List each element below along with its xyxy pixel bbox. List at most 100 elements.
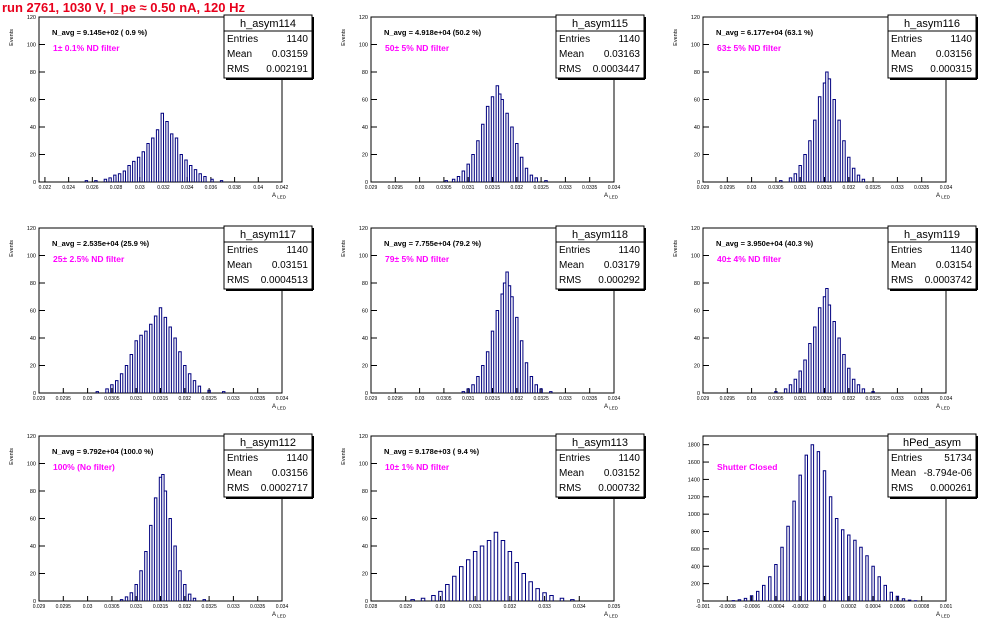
stats-label: RMS — [891, 483, 914, 494]
stats-value: 0.03179 — [604, 260, 641, 271]
x-tick-label: 0.033 — [227, 604, 240, 610]
y-tick-label: 100 — [27, 43, 36, 49]
x-tick-label: 0.031 — [462, 185, 475, 191]
y-tick-label: 60 — [694, 98, 700, 104]
histogram-series — [410, 531, 575, 601]
panel-h_asym119: 0 20 40 60 80 100 120 0.029 0.0295 0.03 0.0305 0.03… — [673, 225, 978, 411]
filter-label: 10± 1% ND filter — [385, 462, 450, 472]
y-tick-label: 80 — [30, 70, 36, 76]
x-tick-label: 0.0305 — [768, 396, 784, 402]
histogram-series — [119, 474, 206, 601]
x-tick-label: 0.0315 — [817, 185, 833, 191]
histogram-bin — [460, 567, 463, 601]
x-tick-label: 0.032 — [157, 185, 170, 191]
filter-label: 40± 4% ND filter — [717, 254, 782, 264]
x-tick-label: 0.0295 — [56, 604, 72, 610]
histogram-name: hPed_asym — [903, 437, 961, 449]
stats-value: 1140 — [950, 34, 972, 45]
y-tick-label: 100 — [27, 254, 36, 260]
x-tick-label: 0 — [823, 604, 826, 610]
stats-value: 0.0004513 — [261, 275, 309, 286]
stats-value: 1140 — [950, 245, 972, 256]
x-axis-label-subscript: LED — [276, 195, 287, 200]
y-tick-label: 120 — [27, 15, 36, 21]
y-axis-label: Events — [9, 29, 15, 46]
y-tick-label: 400 — [691, 564, 700, 570]
x-tick-label: 0.0295 — [720, 185, 736, 191]
panel-h_asym114: 0 20 40 60 80 100 120 0.022 0.024 0.026 0.028 0.03 0… — [9, 14, 314, 200]
x-axis-label: A LED — [272, 612, 287, 619]
filter-label: 63± 5% ND filter — [717, 43, 782, 53]
y-tick-label: 0 — [33, 391, 36, 397]
x-tick-label: 0.032 — [511, 396, 524, 402]
x-tick-label: 0.0335 — [582, 396, 598, 402]
x-axis-label: A LED — [604, 612, 619, 619]
stats-label: Entries — [559, 245, 590, 256]
stats-value: 0.03154 — [936, 260, 973, 271]
stats-label: Entries — [559, 34, 590, 45]
histogram-bin — [536, 589, 539, 601]
y-tick-label: 0 — [33, 599, 36, 605]
y-tick-label: 20 — [362, 364, 368, 370]
x-tick-label: 0.029 — [33, 604, 46, 610]
x-axis-label: A LED — [936, 612, 951, 619]
x-tick-label: 0.0004 — [865, 604, 881, 610]
y-tick-label: 60 — [362, 98, 368, 104]
stats-value: 0.03151 — [272, 260, 309, 271]
x-tick-label: 0.0325 — [533, 185, 549, 191]
x-tick-label: -0.0006 — [743, 604, 760, 610]
y-tick-label: 80 — [30, 281, 36, 287]
stats-value: 1140 — [618, 245, 640, 256]
histogram-bin — [487, 541, 490, 602]
y-tick-label: 0 — [365, 599, 368, 605]
stats-value: 0.0003742 — [925, 275, 973, 286]
x-tick-label: 0.035 — [608, 604, 621, 610]
y-tick-label: 40 — [694, 125, 700, 131]
y-tick-label: 80 — [694, 281, 700, 287]
x-tick-label: 0.032 — [179, 604, 192, 610]
y-axis-label: Events — [341, 29, 347, 46]
y-tick-label: 60 — [362, 517, 368, 523]
y-tick-label: 80 — [362, 281, 368, 287]
stats-value: 0.000261 — [930, 483, 972, 494]
histogram-name: h_asym113 — [572, 437, 628, 449]
x-tick-label: 0.032 — [504, 604, 517, 610]
x-tick-label: 0.0305 — [104, 396, 120, 402]
y-tick-label: 60 — [30, 98, 36, 104]
x-tick-label: 0.024 — [62, 185, 75, 191]
x-tick-label: 0.033 — [891, 396, 904, 402]
x-tick-label: 0.0305 — [104, 604, 120, 610]
x-tick-label: 0.0006 — [890, 604, 906, 610]
y-tick-label: 20 — [694, 364, 700, 370]
x-tick-label: 0.033 — [559, 185, 572, 191]
y-tick-label: 40 — [694, 336, 700, 342]
x-tick-label: 0.029 — [365, 396, 378, 402]
x-tick-label: 0.0295 — [720, 396, 736, 402]
x-tick-label: 0.0008 — [914, 604, 930, 610]
stats-label: RMS — [227, 275, 250, 286]
y-tick-label: 40 — [30, 125, 36, 131]
x-tick-label: 0.0295 — [388, 185, 404, 191]
histogram-series — [84, 112, 224, 182]
filter-label: 1± 0.1% ND filter — [53, 43, 120, 53]
y-tick-label: 40 — [362, 544, 368, 550]
x-axis-label-subscript: LED — [608, 406, 619, 411]
x-tick-label: 0.0002 — [841, 604, 857, 610]
y-tick-label: 0 — [697, 180, 700, 186]
stats-label: Mean — [559, 49, 584, 60]
x-tick-label: 0.0315 — [153, 604, 169, 610]
y-tick-label: 60 — [694, 309, 700, 315]
y-tick-label: 600 — [691, 547, 700, 553]
stats-label: Entries — [559, 453, 590, 464]
y-axis-label: Events — [673, 240, 679, 257]
histogram-series — [774, 288, 875, 393]
x-tick-label: 0.0315 — [153, 396, 169, 402]
filter-label: 25± 2.5% ND filter — [53, 254, 125, 264]
filter-label: Shutter Closed — [717, 462, 777, 472]
y-tick-label: 80 — [694, 70, 700, 76]
stats-label: Mean — [891, 49, 916, 60]
x-axis-label-subscript: LED — [276, 406, 287, 411]
stats-label: RMS — [891, 64, 914, 75]
x-axis-label: A LED — [604, 404, 619, 411]
x-axis-label-subscript: LED — [940, 406, 951, 411]
